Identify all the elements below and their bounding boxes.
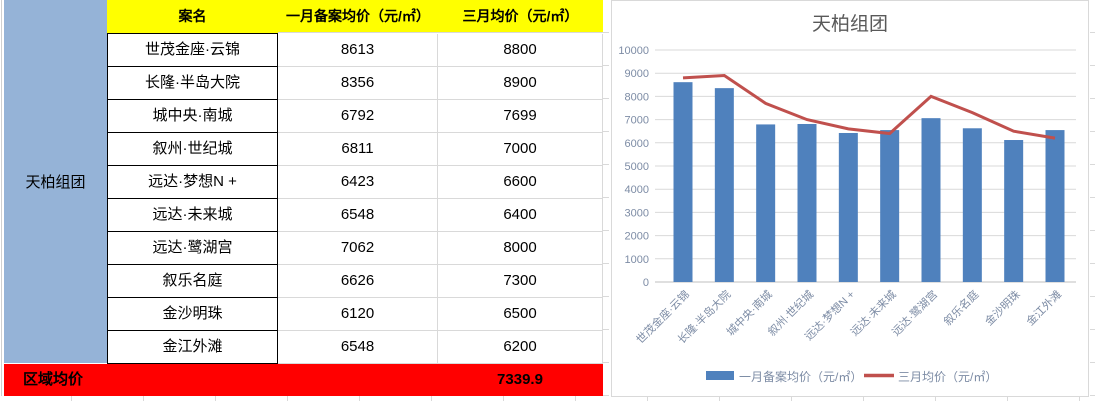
table-cell-jan-price[interactable]: 6548: [278, 331, 438, 364]
header-mar-price[interactable]: 三月均价（元/㎡）: [438, 0, 603, 33]
x-axis-category-label: 叙乐名庭: [940, 287, 981, 328]
y-axis-tick-label: 3000: [625, 207, 649, 219]
sheet-gridline-left: [1, 0, 2, 396]
table-cell-project-name[interactable]: 城中央·南城: [107, 99, 278, 133]
x-axis-category-label: 金江外滩: [1023, 287, 1064, 328]
bar: [673, 82, 693, 282]
table-cell-mar-price[interactable]: 6500: [438, 298, 603, 331]
table-cell-jan-price[interactable]: 6792: [278, 100, 438, 133]
group-cell[interactable]: 天柏组团: [4, 0, 107, 363]
region-average-row[interactable]: 区域均价 7339.9: [4, 364, 603, 396]
table-cell-project-name[interactable]: 远达·鹭湖宫: [107, 231, 278, 265]
y-axis-tick-label: 8000: [625, 91, 649, 103]
header-project-name[interactable]: 案名: [107, 0, 278, 33]
sheet-gridline-right: [1090, 0, 1095, 396]
y-axis-tick-label: 0: [643, 277, 649, 289]
bar: [962, 128, 982, 282]
table-cell-mar-price[interactable]: 7699: [438, 100, 603, 133]
sheet-gridline-gap: [603, 0, 609, 396]
header-jan-price[interactable]: 一月备案均价（元/㎡）: [278, 0, 438, 33]
table-cell-mar-price[interactable]: 8900: [438, 67, 603, 100]
legend-line-label: 三月均价（元/㎡）: [898, 370, 997, 384]
table-cell-project-name[interactable]: 叙乐名庭: [107, 264, 278, 298]
bar: [797, 123, 817, 282]
sheet-gridline-bottom: [0, 396, 1095, 401]
table-cell-jan-price[interactable]: 7062: [278, 232, 438, 265]
table-cell-project-name[interactable]: 远达·未来城: [107, 198, 278, 232]
group-label: 天柏组团: [25, 174, 86, 191]
table-cell-jan-price[interactable]: 6548: [278, 199, 438, 232]
y-axis-tick-label: 6000: [625, 138, 649, 150]
table-cell-mar-price[interactable]: 7000: [438, 133, 603, 166]
table-cell-project-name[interactable]: 金江外滩: [107, 330, 278, 364]
table-cell-jan-price[interactable]: 6626: [278, 265, 438, 298]
table-cell-mar-price[interactable]: 6400: [438, 199, 603, 232]
table-cell-mar-price[interactable]: 6600: [438, 166, 603, 199]
table-cell-jan-price[interactable]: 8613: [278, 34, 438, 67]
table-cell-jan-price[interactable]: 8356: [278, 67, 438, 100]
table-cell-jan-price[interactable]: 6811: [278, 133, 438, 166]
y-axis-tick-label: 2000: [625, 231, 649, 243]
legend-bar-swatch: [706, 371, 734, 380]
y-axis-tick-label: 4000: [625, 184, 649, 196]
y-axis-tick-label: 5000: [625, 161, 649, 173]
bar: [1004, 140, 1024, 282]
region-average-value: 7339.9: [497, 371, 543, 388]
bar: [714, 88, 734, 282]
bar: [921, 118, 941, 283]
table-cell-jan-price[interactable]: 6423: [278, 166, 438, 199]
bar: [1045, 130, 1065, 282]
legend-bar-label: 一月备案均价（元/㎡）: [739, 369, 862, 384]
y-axis-tick-label: 1000: [625, 254, 649, 266]
table-cell-project-name[interactable]: 叙州·世纪城: [107, 132, 278, 166]
y-axis-tick-label: 7000: [625, 115, 649, 127]
chart-title: 天柏组团: [812, 13, 888, 35]
y-axis-tick-label: 9000: [625, 68, 649, 80]
bar: [838, 132, 858, 282]
table-cell-jan-price[interactable]: 6120: [278, 298, 438, 331]
table-cell-project-name[interactable]: 长隆·半岛大院: [107, 66, 278, 100]
table-cell-mar-price[interactable]: 6200: [438, 331, 603, 364]
x-axis-category-label: 金沙明珠: [982, 287, 1023, 328]
table-cell-mar-price[interactable]: 8800: [438, 34, 603, 67]
table-cell-mar-price[interactable]: 7300: [438, 265, 603, 298]
chart-panel[interactable]: 天柏组团 0 1000 2000 3000 4000 5000 6000 7000 8000 900…: [611, 0, 1089, 397]
table-cell-project-name[interactable]: 远达·梦想N +: [107, 165, 278, 199]
table-cell-mar-price[interactable]: 8000: [438, 232, 603, 265]
table-cell-project-name[interactable]: 金沙明珠: [107, 297, 278, 331]
price-line: [682, 73, 1056, 140]
table-cell-project-name[interactable]: 世茂金座·云锦: [107, 33, 278, 67]
bar: [756, 124, 776, 282]
y-axis-tick-label: 10000: [618, 45, 649, 57]
price-chart: 天柏组团 0 1000 2000 3000 4000 5000 6000 7000 8000 900…: [618, 13, 1076, 384]
region-average-label: 区域均价: [23, 371, 84, 388]
bar: [880, 130, 900, 282]
